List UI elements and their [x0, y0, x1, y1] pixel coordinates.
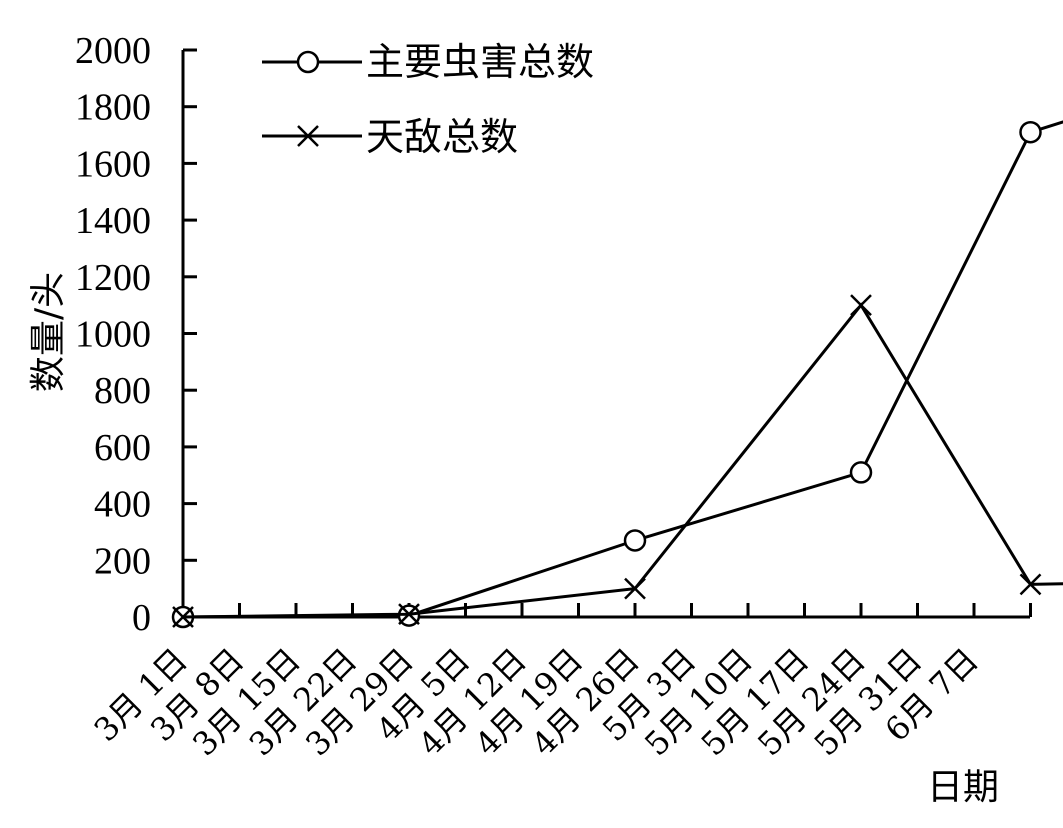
data-point-x — [850, 294, 872, 317]
y-tick-label: 200 — [94, 540, 151, 582]
y-tick-label: 1600 — [75, 143, 151, 185]
data-point-x — [624, 577, 646, 600]
data-point-x — [398, 603, 420, 626]
legend-marker-circle — [296, 50, 320, 74]
x-axis-label: 日期 — [927, 767, 999, 808]
y-tick-label: 2000 — [75, 30, 151, 72]
legend-label-pests: 主要虫害总数 — [366, 40, 594, 84]
series-line — [182, 120, 1063, 619]
series-line — [182, 302, 1063, 619]
y-tick-label: 1800 — [75, 87, 151, 129]
legend: 主要虫害总数 天敌总数 — [262, 40, 594, 159]
y-tick-label: 1000 — [75, 314, 151, 356]
y-tick-label: 800 — [94, 370, 151, 412]
data-point-circle — [849, 461, 873, 484]
data-point-x — [1019, 573, 1042, 596]
series-0 — [171, 120, 1063, 629]
y-tick-label: 1200 — [75, 257, 151, 299]
axes: 0 200 400 600 800 1000 1200 1400 1600 1800 2000 3月… — [75, 30, 1032, 763]
series-layer — [171, 120, 1063, 629]
y-ticks: 0 200 400 600 800 1000 1200 1400 1600 1800 2000 — [75, 30, 197, 639]
y-tick-label: 400 — [94, 484, 151, 526]
y-tick-label: 0 — [132, 597, 151, 639]
y-tick-label: 1400 — [75, 200, 151, 242]
data-point-x — [172, 606, 194, 628]
legend-marker-x — [297, 125, 319, 147]
data-point-circle — [1019, 120, 1042, 144]
legend-label-enemies: 天敌总数 — [366, 115, 518, 159]
data-point-circle — [623, 529, 647, 552]
series-1 — [172, 294, 1063, 628]
y-tick-label: 600 — [94, 427, 151, 469]
y-axis-label: 数量/头 — [28, 272, 69, 392]
